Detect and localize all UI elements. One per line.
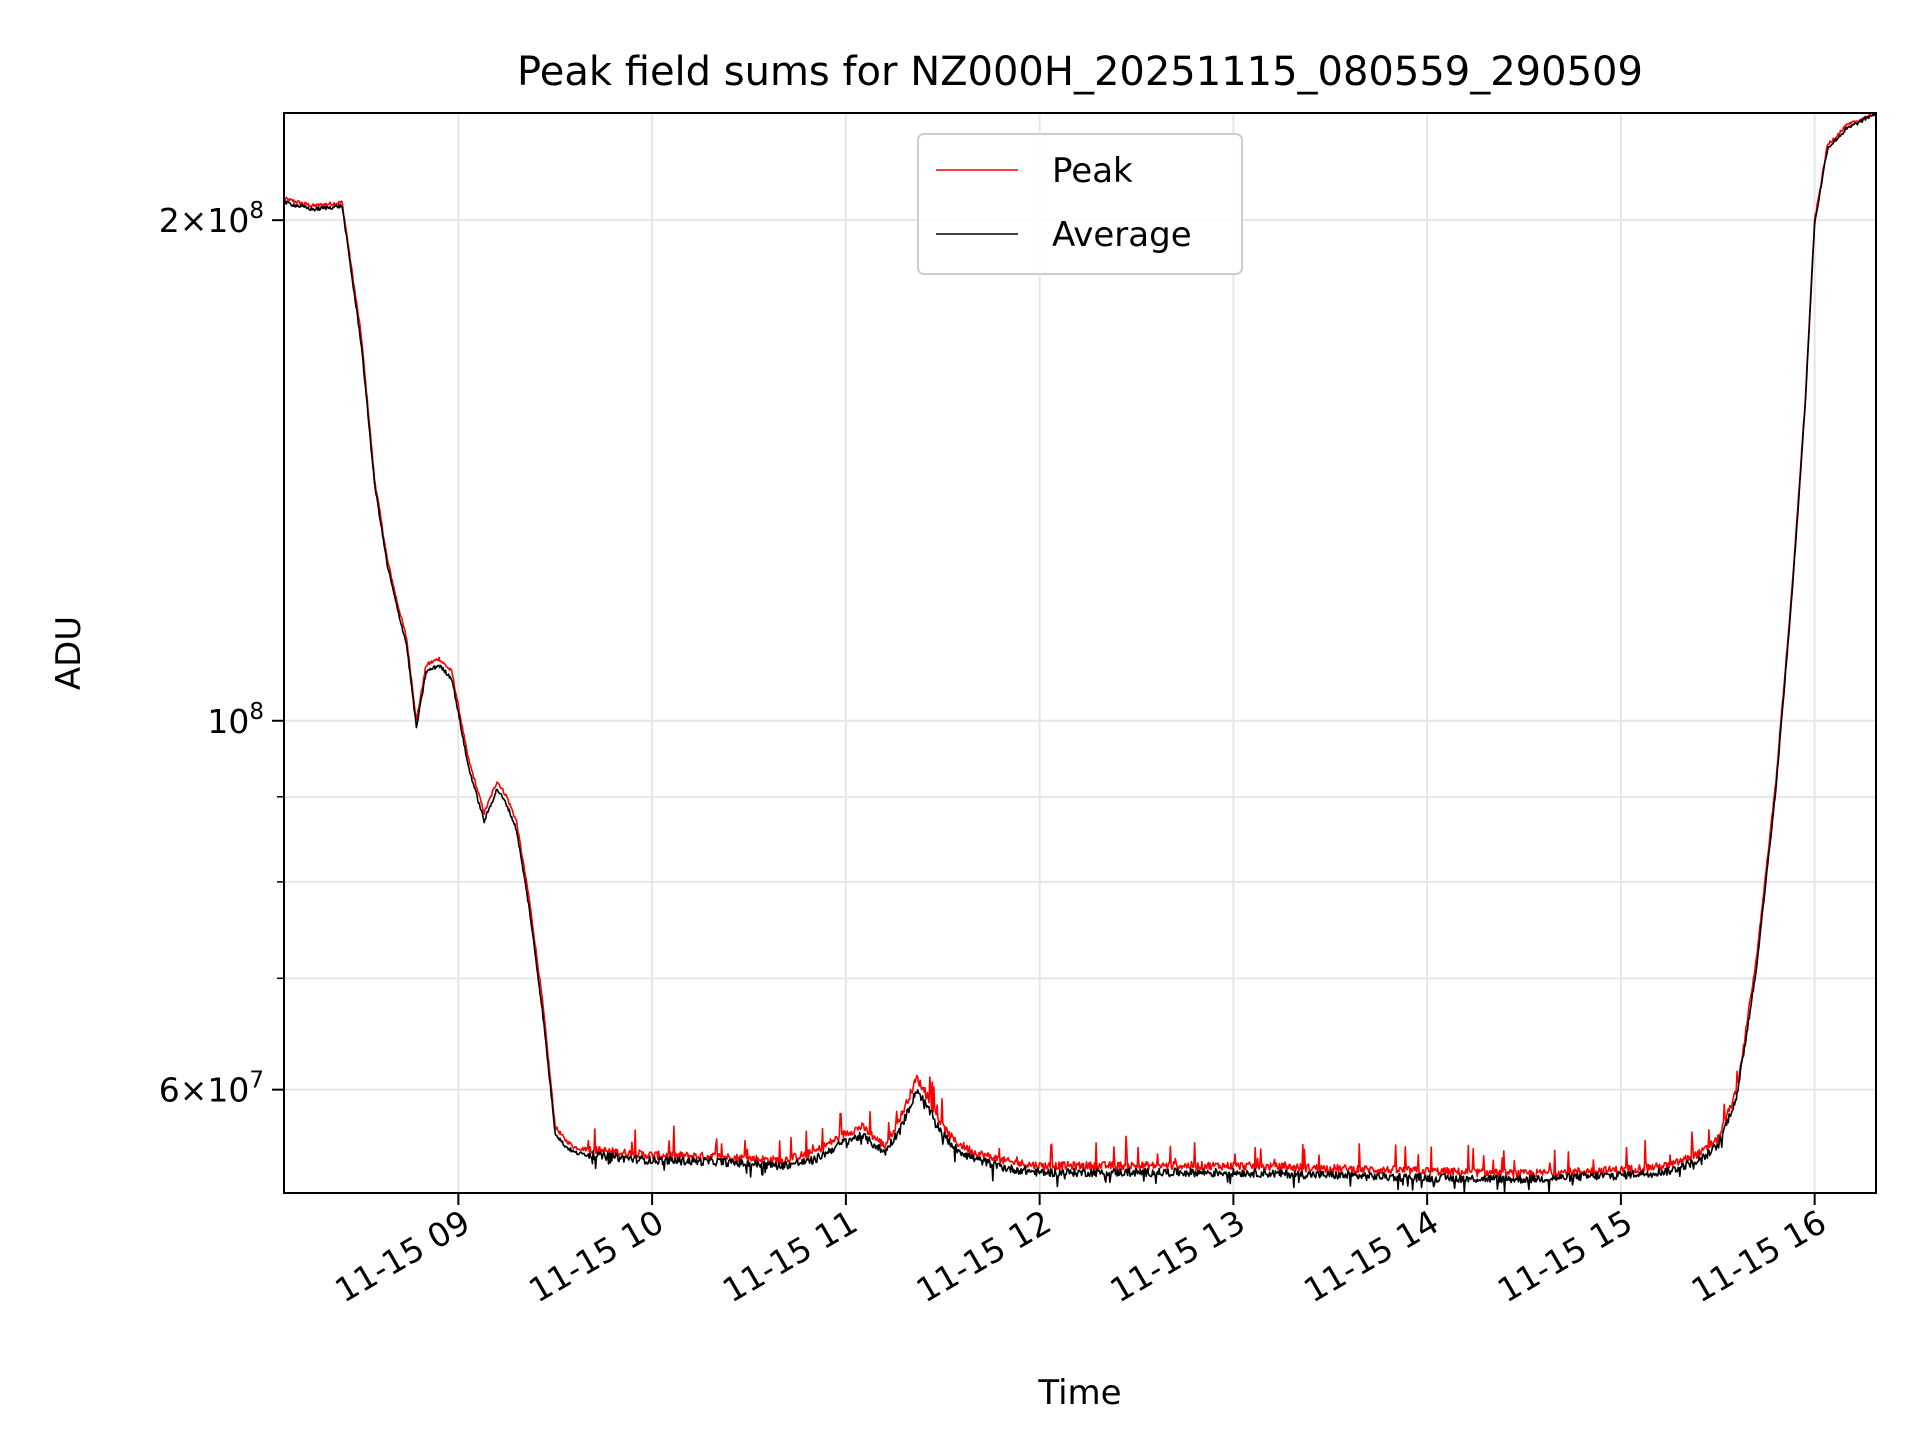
series-line-peak (284, 113, 1876, 1179)
x-axis-label: Time (1037, 1373, 1121, 1413)
y-tick-label: 6×107 (159, 1068, 264, 1110)
legend-label-average: Average (1052, 215, 1192, 255)
y-tick-label: 2×108 (159, 198, 264, 240)
y-axis-label: ADU (49, 616, 89, 690)
plot-frame (283, 112, 1877, 1194)
series-layer (284, 113, 1876, 1193)
y-axis-ticks: 6×107 108 2×108 (159, 198, 284, 1110)
legend-label-peak: Peak (1052, 151, 1133, 191)
y-tick-label: 108 (207, 699, 264, 741)
legend-box (917, 133, 1243, 275)
chart-title: Peak field sums for NZ000H_20251115_0805… (517, 49, 1643, 95)
series-line-average (284, 113, 1876, 1193)
legend: Peak Average (917, 133, 1243, 275)
